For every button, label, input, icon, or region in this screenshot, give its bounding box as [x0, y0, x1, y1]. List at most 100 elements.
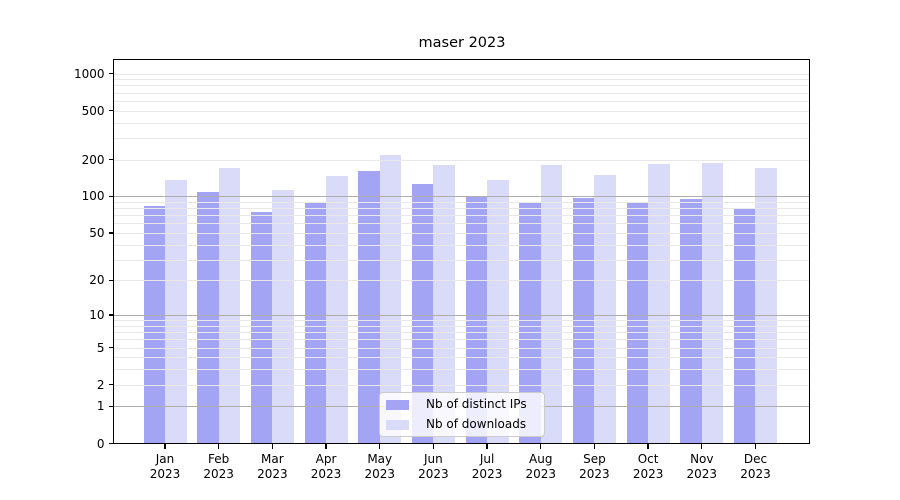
x-tick-mar — [271, 443, 274, 449]
bar-distinct-ips-jul — [465, 196, 488, 444]
x-tick-jan — [164, 443, 166, 449]
gridline-400 — [114, 122, 810, 124]
x-tick-label-jan: Jan 2023 — [149, 451, 181, 482]
x-tick-may — [379, 443, 381, 449]
x-tick-label-apr: Apr 2023 — [310, 451, 342, 482]
gridline-3 — [114, 369, 810, 371]
bar-distinct-ips-may — [358, 171, 380, 444]
gridline-9 — [114, 320, 810, 322]
bar-distinct-ips-feb — [197, 192, 219, 444]
gridline-300 — [114, 137, 810, 139]
gridline-10 — [114, 315, 810, 317]
bar-downloads-oct — [648, 164, 670, 444]
x-tick-label-feb: Feb 2023 — [203, 451, 234, 482]
gridline-50 — [114, 232, 810, 234]
x-tick-label-jul: Jul 2023 — [471, 451, 503, 482]
gridline-700 — [114, 92, 810, 94]
gridline-60 — [114, 223, 810, 225]
x-tick-jun — [432, 443, 435, 449]
y-tick-label-200: 200 — [81, 152, 105, 167]
y-tick-2 — [108, 383, 114, 386]
bar-distinct-ips-jan — [143, 205, 165, 444]
x-tick-sep — [593, 443, 596, 449]
bar-distinct-ips-aug — [519, 202, 541, 444]
y-tick-500 — [108, 109, 114, 112]
y-tick-1000 — [108, 72, 114, 75]
bar-downloads-jan — [165, 180, 187, 444]
legend-swatch-downloads — [386, 419, 409, 430]
bar-downloads-jun — [433, 164, 455, 444]
bar-downloads-mar — [272, 189, 294, 444]
gridline-8 — [114, 325, 810, 327]
legend-item-distinct-ips: Nb of distinct IPs — [386, 396, 544, 413]
bar-distinct-ips-oct — [626, 202, 649, 444]
legend-swatch-distinct-ips — [386, 399, 409, 410]
legend-item-downloads: Nb of downloads — [386, 416, 544, 433]
x-tick-label-sep: Sep 2023 — [579, 451, 610, 482]
gridline-80 — [114, 208, 810, 210]
y-tick-label-1: 1 — [96, 399, 105, 414]
y-tick-100 — [108, 195, 114, 198]
bar-downloads-aug — [540, 164, 563, 444]
x-tick-label-oct: Oct 2023 — [632, 451, 664, 482]
gridline-900 — [114, 79, 810, 81]
x-tick-label-dec: Dec 2023 — [740, 451, 771, 482]
bar-distinct-ips-apr — [304, 201, 327, 444]
bar-downloads-apr — [326, 176, 348, 444]
gridline-500 — [114, 110, 810, 112]
x-tick-nov — [701, 443, 703, 449]
gridline-40 — [114, 244, 810, 246]
y-tick-label-2: 2 — [96, 377, 105, 392]
chart-title: maser 2023 — [418, 35, 506, 51]
y-tick-5 — [108, 346, 114, 349]
gridline-1000 — [114, 73, 810, 75]
y-tick-1 — [108, 405, 114, 408]
x-tick-aug — [540, 443, 542, 449]
bar-downloads-jul — [487, 180, 509, 444]
x-tick-apr — [325, 443, 327, 449]
x-tick-jul — [486, 443, 488, 449]
y-tick-0 — [108, 442, 114, 445]
x-tick-label-nov: Nov 2023 — [686, 451, 718, 482]
y-tick-200 — [108, 158, 114, 161]
gridline-4 — [114, 357, 810, 359]
gridline-20 — [114, 280, 810, 282]
bar-downloads-may — [379, 155, 402, 444]
y-tick-10 — [108, 314, 114, 316]
y-tick-20 — [108, 279, 114, 282]
legend-label-downloads: Nb of downloads — [426, 417, 527, 431]
y-tick-label-20: 20 — [89, 273, 105, 288]
bar-distinct-ips-mar — [250, 212, 273, 444]
legend: Nb of distinct IPs Nb of downloads — [379, 392, 545, 437]
y-tick-label-10: 10 — [89, 308, 105, 323]
y-tick-50 — [108, 232, 114, 234]
x-tick-label-mar: Mar 2023 — [257, 451, 288, 482]
gridline-30 — [114, 259, 810, 261]
y-tick-label-5: 5 — [96, 340, 105, 355]
y-tick-label-500: 500 — [81, 103, 105, 118]
gridline-7 — [114, 332, 810, 334]
gridline-70 — [114, 215, 810, 217]
y-tick-label-50: 50 — [89, 225, 105, 240]
x-tick-label-aug: Aug 2023 — [525, 451, 557, 482]
x-tick-oct — [647, 443, 649, 449]
gridline-2 — [114, 384, 810, 386]
x-tick-label-jun: Jun 2023 — [418, 451, 449, 482]
bar-downloads-feb — [218, 167, 241, 444]
y-tick-label-100: 100 — [81, 189, 105, 204]
bar-downloads-dec — [755, 167, 777, 444]
y-tick-label-0: 0 — [96, 436, 105, 451]
x-tick-feb — [217, 443, 220, 449]
bar-distinct-ips-jun — [411, 183, 434, 444]
y-tick-label-1000: 1000 — [73, 66, 105, 81]
gridline-6 — [114, 339, 810, 341]
gridline-600 — [114, 100, 810, 102]
gridline-5 — [114, 347, 810, 349]
gridline-200 — [114, 159, 810, 161]
x-tick-dec — [754, 443, 757, 449]
legend-label-distinct-ips: Nb of distinct IPs — [426, 397, 527, 411]
gridline-90 — [114, 201, 810, 203]
gridline-100 — [114, 196, 810, 198]
